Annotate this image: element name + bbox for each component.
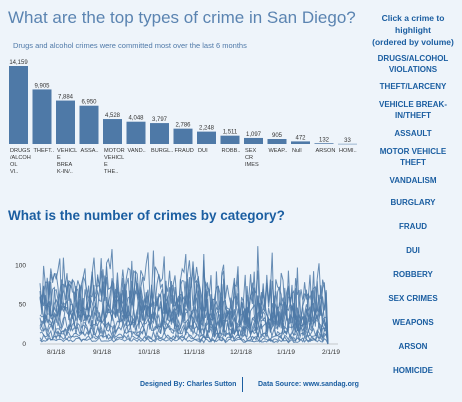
crime-series-line[interactable] <box>39 290 329 345</box>
bar-category-label: BURGL.. <box>151 148 174 154</box>
bar-value-label: 4,528 <box>105 113 121 119</box>
legend-item[interactable]: SEX CRIMES <box>388 293 438 303</box>
legend-item[interactable]: MOTOR VEHICLE THEFT <box>379 147 447 167</box>
bar-chart-subtitle: Drugs and alcohol crimes were committed … <box>13 41 247 50</box>
bar-category-label: DUI <box>198 148 208 154</box>
x-tick-label: 1/1/19 <box>277 349 295 356</box>
bar-value-label: 14,159 <box>9 60 28 66</box>
crime-highlight-legend: Click a crime to highlight (ordered by v… <box>366 12 460 382</box>
bar[interactable] <box>291 141 310 144</box>
bar[interactable] <box>32 89 52 144</box>
bar-category-label: ROBB.. <box>222 148 241 154</box>
bar[interactable] <box>150 123 169 144</box>
crime-series-line[interactable] <box>39 250 329 345</box>
legend-item[interactable]: VANDALISM <box>389 176 437 185</box>
legend-item[interactable]: ROBBERY <box>393 269 433 279</box>
bar[interactable] <box>267 139 287 144</box>
bar-category-label: MOTOR VEHICL E THE.. <box>104 148 125 175</box>
bar-value-label: 33 <box>344 138 351 144</box>
x-tick-label: 12/1/18 <box>230 349 252 356</box>
bar-category-label: SEX CR IMES <box>245 148 259 168</box>
bar-value-label: 1,511 <box>223 130 238 136</box>
y-tick-label: 0 <box>22 341 26 348</box>
legend-item[interactable]: VEHICLE BREAK-IN/THEFT <box>378 100 447 120</box>
legend-heading-line: highlight <box>395 25 431 35</box>
bar[interactable] <box>338 143 357 145</box>
bar-value-label: 6,950 <box>81 100 97 106</box>
bar-category-label: WEAP.. <box>269 148 288 154</box>
bar-value-label: 132 <box>319 137 330 143</box>
x-tick-label: 9/1/18 <box>93 349 111 356</box>
bar-category-label: Null <box>292 148 302 154</box>
bar-value-label: 2,248 <box>199 126 215 132</box>
x-tick-label: 2/1/19 <box>322 349 340 356</box>
bar-value-label: 7,884 <box>58 95 74 101</box>
bar-category-label: HOMI.. <box>339 148 357 154</box>
legend-item[interactable]: DRUGS/ALCOHOL VIOLATIONS <box>377 54 449 74</box>
bar[interactable] <box>9 66 28 144</box>
x-tick-label: 10/1/18 <box>138 349 160 356</box>
x-tick-label: 8/1/18 <box>47 349 65 356</box>
crime-series-line[interactable] <box>39 304 329 345</box>
line-chart-title: What is the number of crimes by category… <box>8 208 285 223</box>
bar[interactable] <box>56 100 75 144</box>
bar-category-label: VAND.. <box>128 148 147 154</box>
bar[interactable] <box>197 131 216 144</box>
bar-category-label: ARSON <box>316 148 336 154</box>
bar[interactable] <box>126 121 146 144</box>
bar-value-label: 9,905 <box>34 83 50 89</box>
legend-item[interactable]: THEFT/LARCENY <box>379 82 447 91</box>
x-tick-label: 11/1/18 <box>183 349 205 356</box>
bar[interactable] <box>244 137 263 144</box>
crime-series-line[interactable] <box>39 319 329 345</box>
line-chart: 0 50 100 8/1/18 9/1/18 10/1/18 11/1/18 12/1/18 1… <box>15 246 340 356</box>
bar[interactable] <box>79 105 99 144</box>
bar-value-label: 2,786 <box>175 123 191 129</box>
bar-value-label: 3,797 <box>152 117 168 123</box>
crime-series-line[interactable] <box>39 336 329 345</box>
bar-category-label: VEHICL E BREA K-IN/.. <box>57 148 77 175</box>
y-tick-label: 50 <box>19 302 27 309</box>
legend-heading-line: Click a crime to <box>381 13 445 23</box>
bar-chart: 14,159 DRUGS/ALCOH OL VI.. 9,905 THEFT.. 7,884… <box>9 60 357 175</box>
bar[interactable] <box>103 119 122 144</box>
data-source: Data Source: www.sandag.org <box>258 381 359 388</box>
bar-category-label: ASSA.. <box>81 148 99 154</box>
legend-heading-line: (ordered by volume) <box>372 37 454 47</box>
legend-heading: Click a crime to highlight (ordered by v… <box>366 12 460 48</box>
y-tick-label: 100 <box>15 262 26 269</box>
bar-category-label: THEFT.. <box>34 148 55 154</box>
footer-divider <box>242 377 243 392</box>
legend-item[interactable]: ARSON <box>398 341 428 351</box>
legend-item[interactable]: WEAPONS <box>392 317 434 327</box>
designer-credit: Designed By: Charles Sutton <box>140 381 237 388</box>
legend-item[interactable]: FRAUD <box>399 221 427 231</box>
bar-value-label: 4,048 <box>128 116 144 122</box>
bar[interactable] <box>220 135 240 144</box>
legend-item[interactable]: BURGLARY <box>390 197 436 207</box>
crime-series-line[interactable] <box>39 317 329 345</box>
legend-item[interactable]: HOMICIDE <box>393 365 433 375</box>
bar-value-label: 1,097 <box>246 132 262 138</box>
bar-value-label: 905 <box>272 133 283 139</box>
bar-chart-title: What are the top types of crime in San D… <box>8 8 356 27</box>
bar-category-label: FRAUD <box>175 148 194 154</box>
bar[interactable] <box>314 143 334 144</box>
bar-value-label: 472 <box>295 135 306 141</box>
bar[interactable] <box>173 128 193 144</box>
legend-item[interactable]: DUI <box>406 245 420 255</box>
legend-item[interactable]: ASSAULT <box>394 129 432 138</box>
crime-series-line[interactable] <box>39 332 329 345</box>
bar-category-label: DRUGS/ALCOH OL VI.. <box>10 148 31 175</box>
